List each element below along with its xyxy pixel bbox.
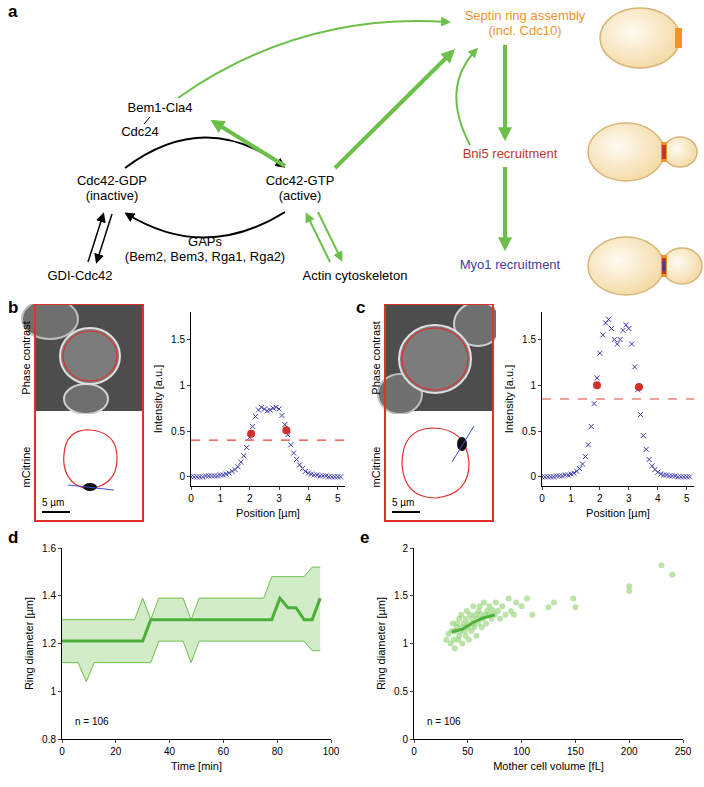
svg-text:Position [µm]: Position [µm] [236, 507, 300, 519]
html-text:d: d [8, 528, 19, 547]
svg-text:150: 150 [567, 746, 584, 757]
svg-text:Bem1-Cla4: Bem1-Cla4 [127, 100, 192, 115]
svg-text:5 µm: 5 µm [392, 497, 414, 508]
svg-text:1: 1 [402, 638, 408, 649]
svg-text:250: 250 [675, 746, 692, 757]
svg-text:Myo1 recruitment: Myo1 recruitment [460, 257, 561, 272]
html-text:a: a [8, 2, 18, 21]
html-text:c: c [356, 298, 366, 317]
svg-text:60: 60 [218, 746, 230, 757]
svg-text:Mother cell volume [fL]: Mother cell volume [fL] [493, 760, 604, 772]
svg-text:Bni5 recruitment: Bni5 recruitment [463, 146, 558, 161]
svg-text:Phase contrast: Phase contrast [20, 321, 32, 394]
svg-text:100: 100 [513, 746, 530, 757]
html-text:b: b [8, 298, 19, 317]
svg-text:1.4: 1.4 [42, 590, 56, 601]
svg-text:Ring diameter [µm]: Ring diameter [µm] [375, 597, 387, 690]
svg-text:1.2: 1.2 [42, 638, 56, 649]
svg-text:20: 20 [110, 746, 122, 757]
svg-text:1: 1 [179, 380, 185, 391]
svg-text:5 µm: 5 µm [42, 497, 64, 508]
svg-text:Phase contrast: Phase contrast [370, 321, 382, 394]
svg-text:100: 100 [323, 746, 340, 757]
svg-text:3: 3 [276, 493, 282, 504]
svg-text:80: 80 [272, 746, 284, 757]
svg-text:3: 3 [626, 493, 632, 504]
svg-text:4: 4 [306, 493, 312, 504]
svg-text:1.5: 1.5 [522, 334, 536, 345]
svg-text:0.5: 0.5 [171, 426, 185, 437]
svg-text:40: 40 [164, 746, 176, 757]
svg-text:GAPs(Bem2, Bem3, Rga1, Rga2): GAPs(Bem2, Bem3, Rga1, Rga2) [125, 234, 285, 264]
svg-text:Ring diameter [µm]: Ring diameter [µm] [23, 597, 35, 690]
svg-text:0.8: 0.8 [42, 734, 56, 745]
svg-text:Position [µm]: Position [µm] [586, 507, 650, 519]
svg-text:GDI-Cdc42: GDI-Cdc42 [47, 268, 112, 283]
svg-text:0: 0 [539, 493, 545, 504]
svg-text:1.5: 1.5 [171, 334, 185, 345]
svg-text:Actin cytoskeleton: Actin cytoskeleton [303, 268, 408, 283]
svg-text:0.5: 0.5 [522, 426, 536, 437]
svg-text:n = 106: n = 106 [75, 716, 109, 727]
svg-text:1: 1 [218, 493, 224, 504]
svg-text:200: 200 [621, 746, 638, 757]
html-text:e: e [360, 528, 370, 547]
svg-text:0: 0 [530, 471, 536, 482]
svg-text:Cdc42-GDP(inactive): Cdc42-GDP(inactive) [77, 173, 147, 203]
svg-text:Cdc24: Cdc24 [121, 124, 159, 139]
svg-text:mCitrine: mCitrine [370, 447, 382, 488]
svg-text:4: 4 [655, 493, 661, 504]
svg-text:0: 0 [411, 746, 417, 757]
svg-text:5: 5 [335, 493, 341, 504]
svg-text:2: 2 [597, 493, 603, 504]
svg-text:Septin ring assembly(incl. Cdc: Septin ring assembly(incl. Cdc10) [465, 8, 586, 38]
svg-text:1.5: 1.5 [394, 590, 408, 601]
svg-text:Intensity [a.u.]: Intensity [a.u.] [503, 365, 515, 433]
svg-text:0.5: 0.5 [394, 686, 408, 697]
svg-text:0: 0 [188, 493, 194, 504]
svg-text:mCitrine: mCitrine [20, 447, 32, 488]
svg-text:n = 106: n = 106 [427, 716, 461, 727]
svg-text:0: 0 [179, 471, 185, 482]
svg-text:5: 5 [684, 493, 690, 504]
svg-text:2: 2 [402, 543, 408, 554]
svg-text:Intensity [a.u.]: Intensity [a.u.] [152, 365, 164, 433]
svg-text:1: 1 [50, 686, 56, 697]
svg-text:Time [min]: Time [min] [171, 760, 222, 772]
svg-text:Cdc42-GTP(active): Cdc42-GTP(active) [266, 173, 335, 203]
svg-text:1.6: 1.6 [42, 543, 56, 554]
svg-text:1: 1 [530, 380, 536, 391]
svg-text:0: 0 [402, 734, 408, 745]
svg-text:2: 2 [247, 493, 253, 504]
svg-text:0: 0 [59, 746, 65, 757]
svg-text:50: 50 [462, 746, 474, 757]
svg-text:1: 1 [568, 493, 574, 504]
